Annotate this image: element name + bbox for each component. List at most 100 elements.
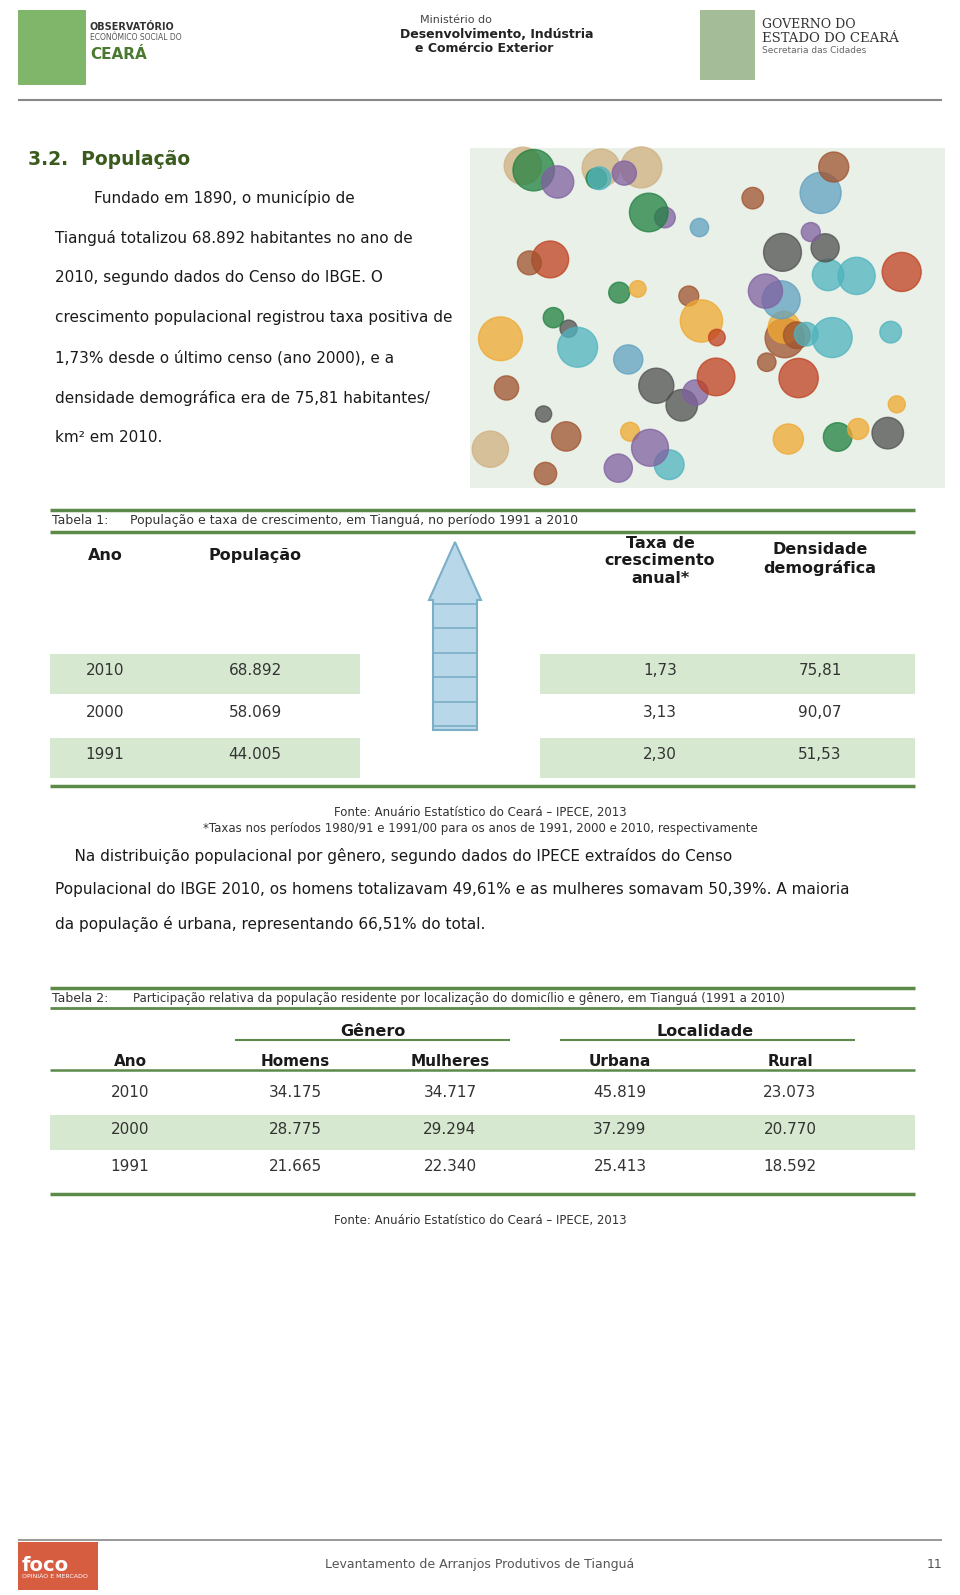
Circle shape <box>543 308 564 329</box>
Circle shape <box>819 152 849 182</box>
Circle shape <box>535 463 557 485</box>
Text: Populacional do IBGE 2010, os homens totalizavam 49,61% e as mulheres somavam 50: Populacional do IBGE 2010, os homens tot… <box>55 882 850 896</box>
Text: Gênero: Gênero <box>340 1024 405 1038</box>
FancyBboxPatch shape <box>50 695 360 735</box>
Circle shape <box>880 321 901 343</box>
Circle shape <box>472 431 509 467</box>
Circle shape <box>888 396 905 413</box>
Text: 20.770: 20.770 <box>763 1121 817 1137</box>
Text: 1,73% desde o último censo (ano 2000), e a: 1,73% desde o último censo (ano 2000), e… <box>55 349 395 365</box>
Circle shape <box>532 241 568 278</box>
Circle shape <box>552 421 581 451</box>
Circle shape <box>872 418 903 448</box>
Text: Urbana: Urbana <box>588 1054 651 1069</box>
Text: Rural: Rural <box>767 1054 813 1069</box>
Text: ECONÔMICO SOCIAL DO: ECONÔMICO SOCIAL DO <box>90 33 181 41</box>
Text: Desenvolvimento, Indústria: Desenvolvimento, Indústria <box>400 29 593 41</box>
Text: 28.775: 28.775 <box>269 1121 322 1137</box>
Text: 90,07: 90,07 <box>799 705 842 719</box>
Text: ESTADO DO CEARÁ: ESTADO DO CEARÁ <box>762 32 899 45</box>
Text: foco: foco <box>22 1557 69 1574</box>
Text: Fonte: Anuário Estatístico do Ceará – IPECE, 2013: Fonte: Anuário Estatístico do Ceará – IP… <box>334 1214 626 1227</box>
Circle shape <box>683 380 708 405</box>
Circle shape <box>800 172 841 214</box>
Circle shape <box>613 345 643 373</box>
Text: Homens: Homens <box>260 1054 329 1069</box>
FancyBboxPatch shape <box>700 10 755 80</box>
Text: Ano: Ano <box>87 549 123 563</box>
Text: Participação relativa da população residente por localização do domicílio e gêne: Participação relativa da população resid… <box>118 992 785 1005</box>
Text: 44.005: 44.005 <box>228 746 281 762</box>
FancyBboxPatch shape <box>50 1152 915 1187</box>
Circle shape <box>478 317 522 360</box>
Circle shape <box>681 300 723 341</box>
Text: Tabela 1:: Tabela 1: <box>52 514 108 526</box>
FancyBboxPatch shape <box>50 654 360 694</box>
Circle shape <box>768 311 800 343</box>
Circle shape <box>838 257 876 295</box>
Text: Tianguá totalizou 68.892 habitantes no ano de: Tianguá totalizou 68.892 habitantes no a… <box>55 230 413 246</box>
Text: km² em 2010.: km² em 2010. <box>55 431 162 445</box>
Circle shape <box>783 322 810 349</box>
Circle shape <box>690 219 708 236</box>
Text: Tabela 2:: Tabela 2: <box>52 992 108 1005</box>
Text: População: População <box>208 549 301 563</box>
Text: 51,53: 51,53 <box>799 746 842 762</box>
Circle shape <box>697 359 735 396</box>
Text: Taxa de
crescimento
anual*: Taxa de crescimento anual* <box>605 536 715 585</box>
Circle shape <box>632 429 668 466</box>
Text: Densidade
demográfica: Densidade demográfica <box>763 542 876 576</box>
Text: e Comércio Exterior: e Comércio Exterior <box>415 41 553 54</box>
Text: Localidade: Localidade <box>657 1024 754 1038</box>
Text: 21.665: 21.665 <box>269 1160 322 1174</box>
FancyBboxPatch shape <box>540 695 915 735</box>
FancyBboxPatch shape <box>18 10 86 85</box>
Text: 2000: 2000 <box>85 705 124 719</box>
Text: 3,13: 3,13 <box>643 705 677 719</box>
Circle shape <box>765 319 804 357</box>
FancyBboxPatch shape <box>540 654 915 694</box>
Circle shape <box>655 450 684 480</box>
Text: crescimento populacional registrou taxa positiva de: crescimento populacional registrou taxa … <box>55 309 452 325</box>
FancyBboxPatch shape <box>50 1115 915 1150</box>
Circle shape <box>773 424 804 455</box>
Circle shape <box>541 166 574 198</box>
Text: 45.819: 45.819 <box>593 1085 647 1101</box>
Text: 29.294: 29.294 <box>423 1121 476 1137</box>
Circle shape <box>708 329 725 346</box>
Circle shape <box>621 147 661 188</box>
Text: Ministério do: Ministério do <box>420 14 492 26</box>
Text: 2000: 2000 <box>110 1121 149 1137</box>
Text: CEARÁ: CEARÁ <box>90 46 147 62</box>
Circle shape <box>558 327 597 367</box>
Text: População e taxa de crescimento, em Tianguá, no período 1991 a 2010: População e taxa de crescimento, em Tian… <box>118 514 578 526</box>
Text: GOVERNO DO: GOVERNO DO <box>762 18 855 30</box>
Text: 25.413: 25.413 <box>593 1160 647 1174</box>
Circle shape <box>763 233 802 271</box>
Circle shape <box>587 167 607 188</box>
Text: 3.2.  População: 3.2. População <box>28 150 190 169</box>
Text: 22.340: 22.340 <box>423 1160 476 1174</box>
Circle shape <box>882 252 922 292</box>
Text: 2010: 2010 <box>85 664 124 678</box>
Polygon shape <box>429 542 481 731</box>
Circle shape <box>742 187 763 209</box>
Text: Ano: Ano <box>113 1054 147 1069</box>
Circle shape <box>604 455 633 482</box>
FancyBboxPatch shape <box>50 1078 915 1113</box>
Circle shape <box>609 282 630 303</box>
FancyBboxPatch shape <box>50 738 360 778</box>
Text: 2010: 2010 <box>110 1085 149 1101</box>
Text: da população é urbana, representando 66,51% do total.: da população é urbana, representando 66,… <box>55 916 486 931</box>
Circle shape <box>630 281 646 297</box>
Circle shape <box>655 207 675 228</box>
Circle shape <box>536 405 552 423</box>
Circle shape <box>848 418 869 440</box>
Circle shape <box>638 368 674 404</box>
Text: 2,30: 2,30 <box>643 746 677 762</box>
Circle shape <box>824 423 852 451</box>
Text: Fonte: Anuário Estatístico do Ceará – IPECE, 2013: Fonte: Anuário Estatístico do Ceará – IP… <box>334 805 626 818</box>
Circle shape <box>802 223 820 241</box>
Text: 58.069: 58.069 <box>228 705 281 719</box>
Text: 1991: 1991 <box>110 1160 150 1174</box>
